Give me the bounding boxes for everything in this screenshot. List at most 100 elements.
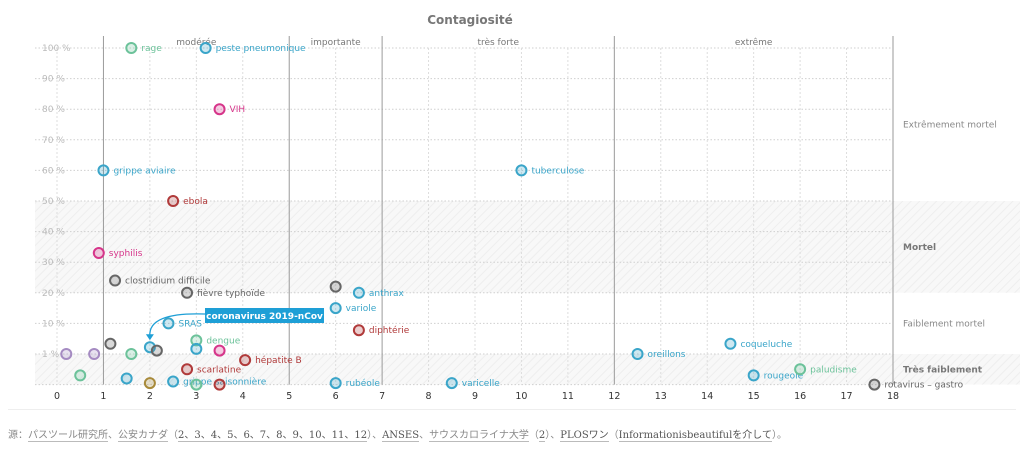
point-marker — [162, 317, 175, 330]
data-point: tuberculose — [515, 164, 585, 177]
point-label: anthrax — [369, 289, 405, 299]
source-link[interactable]: PLOSワン — [560, 430, 609, 442]
source-prefix: 源： — [8, 430, 28, 441]
data-point: VIH — [213, 103, 246, 116]
source-text: ）、 — [545, 430, 561, 441]
data-point: hépatite B — [239, 354, 302, 367]
point-marker — [199, 42, 212, 54]
category-label: modérée — [176, 37, 217, 48]
x-tick-label: 0 — [54, 391, 60, 402]
data-point — [213, 378, 226, 391]
y-tick-label: 80 % — [42, 105, 65, 115]
y-tick-label: 90 % — [42, 75, 65, 85]
point-marker — [213, 344, 226, 357]
x-tick-label: 1 — [100, 391, 106, 402]
point-marker — [97, 164, 110, 177]
source-link[interactable]: 2 — [538, 430, 546, 442]
annotation-label: coronavirus 2019-nCov — [206, 312, 323, 322]
point-label: hépatite B — [255, 355, 302, 366]
point-label: coqueluche — [740, 340, 792, 350]
data-point: rage — [125, 42, 162, 54]
point-marker — [143, 377, 156, 390]
y-tick-label: 70 % — [42, 136, 65, 146]
point-marker — [213, 378, 226, 391]
point-label: syphilis — [109, 249, 143, 259]
point-label: dengue — [206, 336, 240, 346]
x-tick-label: 8 — [426, 391, 432, 402]
y-tick-label: 100 % — [42, 44, 71, 54]
x-tick-label: 15 — [748, 391, 760, 402]
x-tick-label: 10 — [515, 391, 527, 402]
source-link[interactable]: サウスカロライナ大学 — [429, 430, 529, 442]
point-marker — [239, 354, 252, 367]
data-point: coqueluche — [724, 337, 793, 350]
point-marker — [213, 103, 226, 116]
point-label: rotavirus – gastro — [884, 381, 963, 391]
data-point: peste pneumonique — [199, 42, 306, 54]
x-tick-label: 4 — [240, 391, 246, 402]
x-tick-label: 6 — [333, 391, 339, 402]
point-marker — [329, 302, 342, 315]
source-link[interactable]: Informationisbeautifulを介して — [618, 430, 772, 442]
point-marker — [109, 274, 122, 287]
point-label: diphtérie — [369, 325, 410, 336]
point-marker — [352, 286, 365, 299]
point-label: grippe aviaire — [113, 166, 176, 176]
y-tick-label: 10 % — [42, 319, 65, 329]
point-label: variole — [346, 304, 377, 314]
data-point — [143, 377, 156, 390]
point-label: oreillons — [648, 350, 686, 360]
point-marker — [181, 363, 194, 376]
data-point: dengue — [190, 334, 241, 347]
data-point: paludisme — [794, 363, 857, 376]
point-marker — [794, 363, 807, 376]
source-link[interactable]: パスツール研究所 — [28, 430, 108, 442]
data-point: syphilis — [92, 247, 143, 260]
data-point: grippe aviaire — [97, 164, 176, 177]
data-point — [125, 348, 138, 360]
source-link[interactable]: 2、3、4、5、6、7、8、9、10、11、12 — [178, 430, 368, 442]
x-tick-label: 2 — [147, 391, 153, 402]
point-label: fièvre typhoïde — [197, 288, 265, 299]
band-1 — [35, 201, 1020, 293]
data-point: ebola — [167, 195, 208, 207]
source-text: （ — [528, 430, 539, 441]
point-marker — [329, 280, 342, 293]
data-point — [60, 348, 73, 360]
annotation-box — [205, 308, 324, 323]
x-tick-label: 13 — [655, 391, 667, 402]
point-marker — [329, 377, 342, 390]
y-tick-label: 40 % — [42, 228, 65, 238]
source-credits: 源：パスツール研究所 、 公安カナダ （ 2、3、4、5、6、7、8、9、10、11、1… — [8, 426, 787, 442]
point-marker — [74, 369, 87, 382]
point-label: clostridium difficile — [125, 277, 211, 287]
point-marker — [125, 42, 138, 54]
data-point — [88, 348, 101, 360]
point-marker — [190, 334, 203, 347]
point-marker — [150, 344, 163, 357]
y-tick-label: 1 % — [42, 350, 60, 360]
source-text: 、 — [419, 430, 430, 441]
data-point: clostridium difficile — [109, 274, 211, 287]
contagiousness-lethality-chart: Extrêmement mortel Mortel Faiblement morte… — [35, 13, 1020, 402]
point-marker — [167, 375, 180, 388]
y-tick-label: 20 % — [42, 289, 65, 299]
point-label: VIH — [230, 105, 246, 115]
point-marker — [190, 378, 203, 391]
data-point — [190, 378, 203, 391]
source-text: （ — [608, 430, 619, 441]
point-marker — [724, 337, 737, 350]
category-label: très forte — [477, 37, 519, 48]
source-link[interactable]: ANSES — [382, 430, 420, 442]
source-link[interactable]: 公安カナダ — [118, 430, 168, 442]
point-marker — [60, 348, 73, 360]
data-point: diphtérie — [352, 324, 410, 337]
data-point: anthrax — [352, 286, 405, 299]
source-text: ）、 — [367, 430, 383, 441]
y-tick-label: 60 % — [42, 166, 65, 176]
data-point: varicelle — [445, 377, 501, 390]
data-point: SRAS — [162, 317, 202, 330]
point-label: varicelle — [462, 379, 501, 389]
point-marker — [515, 164, 528, 177]
category-label: extrême — [735, 37, 773, 48]
